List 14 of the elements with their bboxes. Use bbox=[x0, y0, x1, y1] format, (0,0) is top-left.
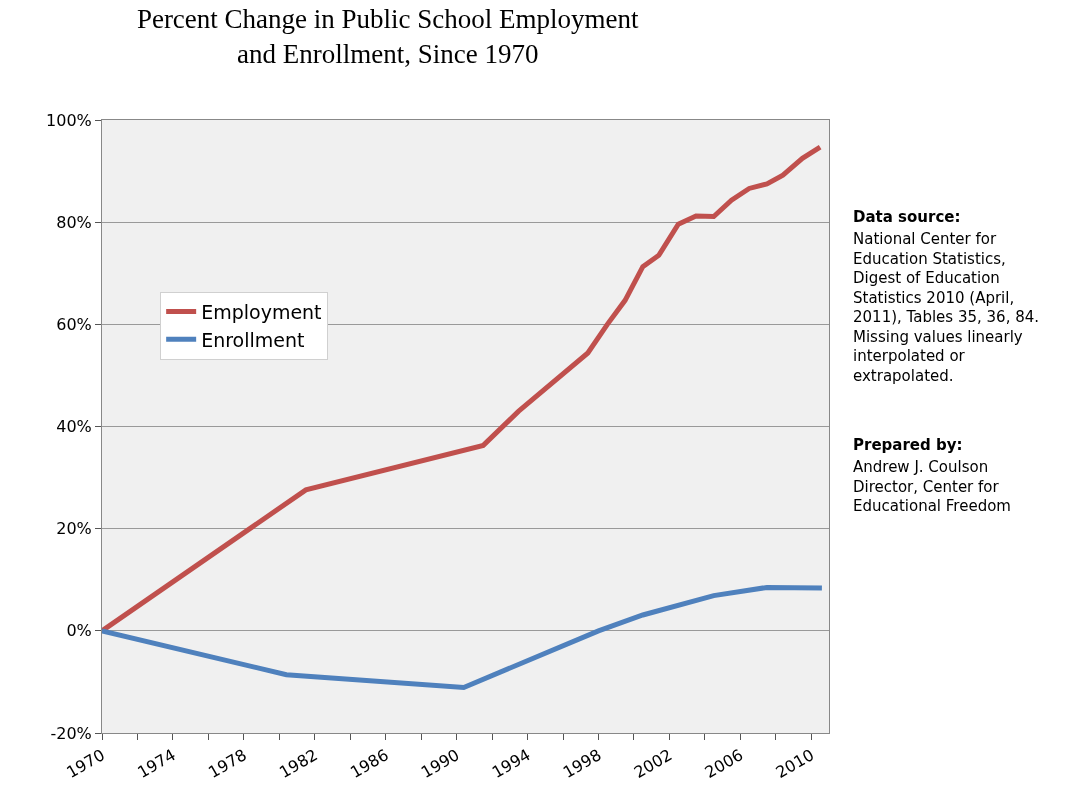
y-tick-label: 100% bbox=[46, 110, 92, 130]
legend-label: Employment bbox=[201, 300, 322, 323]
y-tick-label: 60% bbox=[56, 314, 92, 334]
text: Prepared by: bbox=[853, 436, 963, 454]
y-tick-label: 20% bbox=[56, 519, 92, 539]
source-note: Data source: bbox=[853, 208, 961, 226]
legend-label: Enrollment bbox=[201, 328, 305, 351]
text: Andrew J. Coulson Director, Center for Educational Freedom bbox=[853, 458, 1011, 515]
text: National Center for Education Statistics, Digest of Education Statistics 2010 (April, 2011), Tables 35, 36, 84. Missing values linearly interpolated or extrapolated. bbox=[853, 230, 1040, 385]
chart-title: Percent Change in Public School Employment and Enrollment, Since 1970 bbox=[136, 3, 640, 69]
y-tick-label: 80% bbox=[56, 212, 92, 232]
y-tick-label: -20% bbox=[50, 723, 92, 743]
y-tick-label: 40% bbox=[56, 417, 92, 437]
y-tick-label: 0% bbox=[66, 621, 92, 641]
